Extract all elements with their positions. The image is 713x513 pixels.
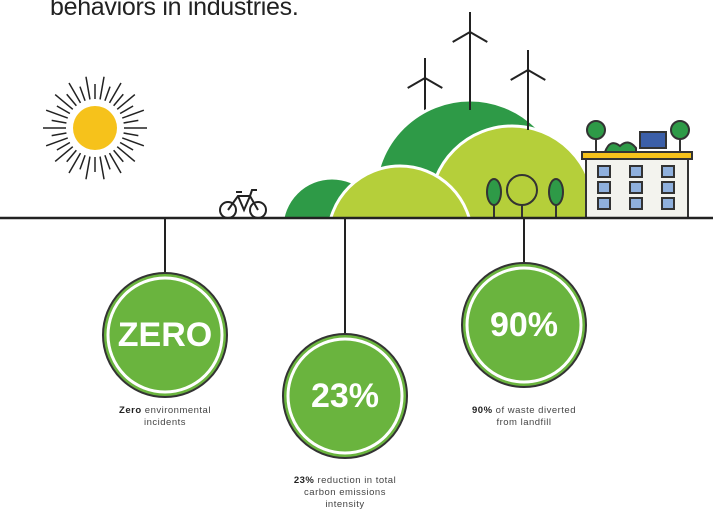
window xyxy=(662,166,674,177)
sun-ray xyxy=(57,143,70,151)
turbine-blade xyxy=(528,70,545,80)
turbine-blade xyxy=(453,32,470,42)
sun-ray xyxy=(86,77,90,100)
sun xyxy=(43,77,147,179)
roof-plants xyxy=(605,142,636,152)
sun-ray xyxy=(120,143,133,151)
solar-panel xyxy=(640,132,666,148)
sun-disc xyxy=(73,106,117,150)
caption-text: reduction in total carbon emissions inte… xyxy=(304,475,396,510)
window xyxy=(598,166,610,177)
window xyxy=(598,182,610,193)
stat-caption: Zero environmental incidents xyxy=(105,405,225,429)
roof xyxy=(582,152,692,159)
infographic: ZERO 23% 90% xyxy=(0,0,713,513)
caption-bold: 90% xyxy=(472,405,493,416)
stat-value: ZERO xyxy=(118,316,212,354)
turbine-blade xyxy=(408,78,425,88)
tree xyxy=(507,175,537,205)
stat-value: 23% xyxy=(311,377,379,415)
turbine-blade xyxy=(470,32,487,42)
sun-ray xyxy=(122,110,144,118)
window xyxy=(630,166,642,177)
sun-ray xyxy=(124,120,139,123)
building xyxy=(582,121,692,218)
caption-text: of waste diverted from landfill xyxy=(496,405,576,428)
bicycle xyxy=(220,190,266,218)
caption-bold: Zero xyxy=(119,405,142,416)
window xyxy=(662,182,674,193)
hill xyxy=(328,166,472,310)
turbine-blade xyxy=(511,70,528,80)
sun-ray xyxy=(100,77,104,100)
sun-ray xyxy=(80,155,85,169)
sun-ray xyxy=(86,157,90,180)
caption-bold: 23% xyxy=(294,475,315,486)
sun-ray xyxy=(67,94,77,105)
tree xyxy=(587,121,605,139)
tree xyxy=(671,121,689,139)
caption-text: environmental incidents xyxy=(144,405,211,428)
stat-caption: 90% of waste diverted from landfill xyxy=(464,405,584,429)
sun-ray xyxy=(124,133,139,136)
sun-ray xyxy=(105,155,110,169)
sun-ray xyxy=(46,110,68,118)
sun-ray xyxy=(122,138,144,146)
sun-ray xyxy=(100,157,104,180)
window xyxy=(598,198,610,209)
sun-ray xyxy=(57,106,70,114)
sun-ray xyxy=(105,87,110,101)
tree xyxy=(487,179,501,205)
sun-ray xyxy=(80,87,85,101)
sun-ray xyxy=(67,150,77,161)
stat-caption: 23% reduction in total carbon emissions … xyxy=(285,475,405,511)
window xyxy=(662,198,674,209)
stat-value: 90% xyxy=(490,306,558,344)
sun-ray xyxy=(120,106,133,114)
sun-ray xyxy=(46,138,68,146)
window xyxy=(630,182,642,193)
sun-ray xyxy=(52,133,67,136)
sun-ray xyxy=(52,120,67,123)
turbine-blade xyxy=(425,78,442,88)
sun-ray xyxy=(114,94,124,105)
window xyxy=(630,198,642,209)
sun-ray xyxy=(114,150,124,161)
page: behaviors in industries. ZERO23%90% Zero… xyxy=(0,0,713,513)
tree xyxy=(549,179,563,205)
